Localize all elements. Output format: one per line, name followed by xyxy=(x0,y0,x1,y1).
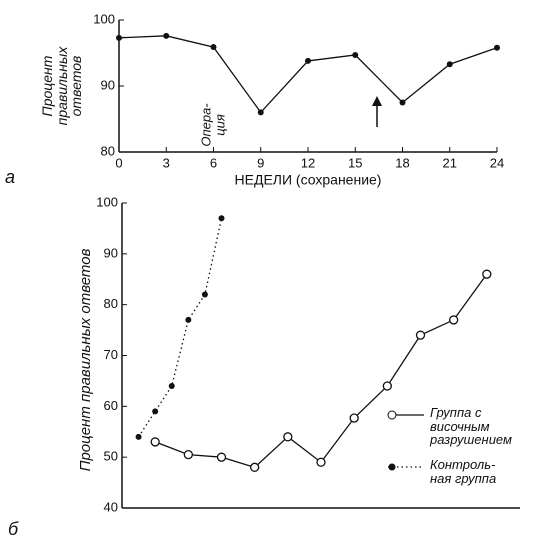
point xyxy=(305,57,311,64)
point xyxy=(218,215,225,222)
x-tick-label: 9 xyxy=(257,155,264,170)
point xyxy=(163,32,170,39)
y-tick-label: 80 xyxy=(101,143,115,158)
point xyxy=(316,457,326,467)
x-tick-label: 12 xyxy=(301,155,315,170)
point xyxy=(150,437,160,447)
arrow-head xyxy=(372,96,382,106)
series-line xyxy=(138,218,223,438)
x-axis-label: НЕДЕЛИ (сохранение) xyxy=(234,171,382,188)
point xyxy=(185,316,192,323)
point xyxy=(449,315,459,325)
y-tick-label: 70 xyxy=(104,347,118,362)
y-tick-label: 100 xyxy=(93,11,115,26)
point xyxy=(116,34,122,41)
point xyxy=(201,291,208,298)
y-tick-label: 90 xyxy=(101,77,115,92)
point xyxy=(415,330,426,340)
y-axis-label: Процент правильных ответов xyxy=(38,46,85,126)
point xyxy=(352,51,359,58)
annotation: Опера- ция xyxy=(198,103,227,147)
legend-marker xyxy=(388,463,396,471)
x-tick-label: 6 xyxy=(210,155,217,170)
y-tick-label: 50 xyxy=(104,449,118,464)
point xyxy=(168,383,175,389)
legend-marker xyxy=(387,410,397,420)
legend-label: Контроль- ная группа xyxy=(430,457,497,486)
y-tick-label: 80 xyxy=(104,296,118,311)
panel-label: б xyxy=(8,519,19,539)
point xyxy=(283,432,293,442)
x-tick-label: 15 xyxy=(348,155,362,170)
point xyxy=(382,381,392,391)
y-tick-label: 40 xyxy=(104,499,118,514)
point xyxy=(250,462,260,472)
x-tick-label: 24 xyxy=(490,155,504,170)
y-tick-label: 90 xyxy=(104,245,118,260)
y-tick-label: 60 xyxy=(104,398,118,413)
x-tick-label: 18 xyxy=(395,155,409,170)
point xyxy=(135,433,142,440)
point xyxy=(210,44,217,51)
point xyxy=(494,44,500,51)
point xyxy=(183,449,193,460)
legend-label: Группа с височным разрушением xyxy=(430,405,512,448)
x-tick-label: 21 xyxy=(443,155,457,170)
y-tick-label: 100 xyxy=(96,194,118,209)
point xyxy=(152,408,159,415)
series-line xyxy=(118,35,498,114)
point xyxy=(349,413,359,423)
point xyxy=(446,61,453,68)
point xyxy=(257,109,264,116)
panel-label: а xyxy=(5,167,16,187)
point xyxy=(399,99,406,106)
y-axis-label: Процент правильных ответов xyxy=(77,248,95,472)
point xyxy=(216,452,227,462)
x-tick-label: 3 xyxy=(163,155,170,170)
x-tick-label: 0 xyxy=(115,155,122,170)
point xyxy=(482,269,492,279)
